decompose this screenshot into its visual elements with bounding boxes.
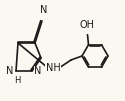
Text: N: N (34, 66, 41, 76)
Text: NH: NH (46, 63, 60, 73)
Text: OH: OH (80, 20, 95, 30)
Text: N: N (40, 5, 48, 15)
Text: H: H (14, 76, 20, 85)
Text: N: N (6, 66, 13, 76)
